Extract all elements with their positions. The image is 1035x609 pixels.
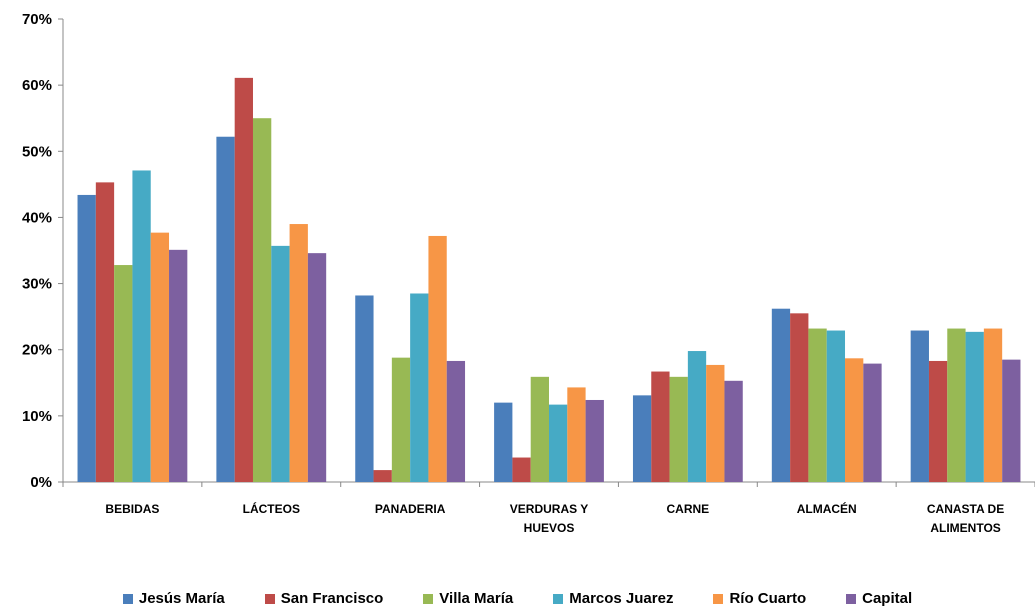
bar <box>252 118 272 482</box>
legend-label: Río Cuarto <box>729 590 807 607</box>
x-category-label: CARNE <box>667 502 710 516</box>
legend-item: Capital <box>846 590 912 607</box>
bar <box>77 194 96 482</box>
bar <box>808 328 827 482</box>
bar <box>965 331 984 482</box>
bar <box>585 399 604 482</box>
legend-item: Villa María <box>423 590 513 607</box>
bar <box>132 170 151 482</box>
legend-label: San Francisco <box>280 590 384 607</box>
x-category-label: ALIMENTOS <box>930 521 1000 535</box>
bar <box>863 363 882 482</box>
y-tick-label: 50% <box>22 143 52 160</box>
bar <box>549 404 568 482</box>
bar <box>150 232 170 482</box>
bar <box>114 265 133 482</box>
bar <box>651 371 670 482</box>
bar <box>373 470 392 482</box>
x-category-label: LÁCTEOS <box>243 501 300 516</box>
legend-item: Marcos Juarez <box>553 590 673 607</box>
bar <box>410 293 429 482</box>
x-category-label: ALMACÉN <box>797 501 857 516</box>
bar <box>724 380 743 482</box>
x-category-label: HUEVOS <box>524 521 575 535</box>
bar <box>687 351 707 482</box>
legend-label: Capital <box>862 590 913 607</box>
bar <box>706 364 725 482</box>
bar <box>428 235 447 482</box>
x-category-label: CANASTA DE <box>927 502 1004 516</box>
y-tick-label: 10% <box>22 408 52 425</box>
legend-item: Río Cuarto <box>713 590 806 607</box>
legend-label: Jesús María <box>138 590 225 607</box>
legend-item: San Francisco <box>264 590 384 607</box>
bar <box>910 330 929 482</box>
legend-swatch <box>553 593 564 604</box>
bar <box>947 328 966 482</box>
bar <box>1002 359 1021 482</box>
legend-swatch <box>713 593 724 604</box>
bar <box>771 308 791 482</box>
bar <box>826 330 846 482</box>
legend-swatch <box>264 593 275 604</box>
bar <box>391 357 411 482</box>
bar <box>169 249 188 482</box>
legend-item: Jesús María <box>122 590 225 607</box>
bar <box>307 253 327 482</box>
bar <box>790 313 809 482</box>
y-tick-label: 40% <box>22 209 52 226</box>
legend-label: Marcos Juarez <box>569 590 674 607</box>
bar <box>512 457 531 482</box>
y-tick-label: 20% <box>22 342 52 359</box>
y-tick-label: 0% <box>30 474 52 491</box>
bar <box>446 360 466 482</box>
legend-swatch <box>423 593 434 604</box>
bar <box>289 224 308 483</box>
bar-chart: 0% 10% 20% 30% 40% 50% 60% 70% BEBIDAS LÁCTEOS PAN… <box>22 11 1035 535</box>
bar <box>216 136 235 482</box>
y-tick-label: 60% <box>22 77 52 94</box>
bar <box>95 182 115 482</box>
y-tick-label: 70% <box>22 11 52 28</box>
legend-swatch <box>846 593 857 604</box>
y-tick-label: 30% <box>22 276 52 293</box>
bar <box>928 360 948 482</box>
bar <box>355 295 374 482</box>
bar <box>234 77 253 483</box>
bar <box>567 387 586 482</box>
bar <box>632 395 652 482</box>
legend: Jesús María San Francisco Villa María Marco… <box>0 590 1035 607</box>
bar <box>983 328 1003 482</box>
x-category-label: BEBIDAS <box>105 502 159 516</box>
x-category-label: VERDURAS Y <box>510 502 588 516</box>
bar <box>845 358 864 482</box>
bar <box>494 402 513 482</box>
bar <box>530 376 549 482</box>
bar <box>271 245 290 482</box>
x-category-label: PANADERIA <box>375 502 446 516</box>
bar <box>669 376 688 482</box>
legend-swatch <box>122 593 133 604</box>
legend-label: Villa María <box>439 590 514 607</box>
